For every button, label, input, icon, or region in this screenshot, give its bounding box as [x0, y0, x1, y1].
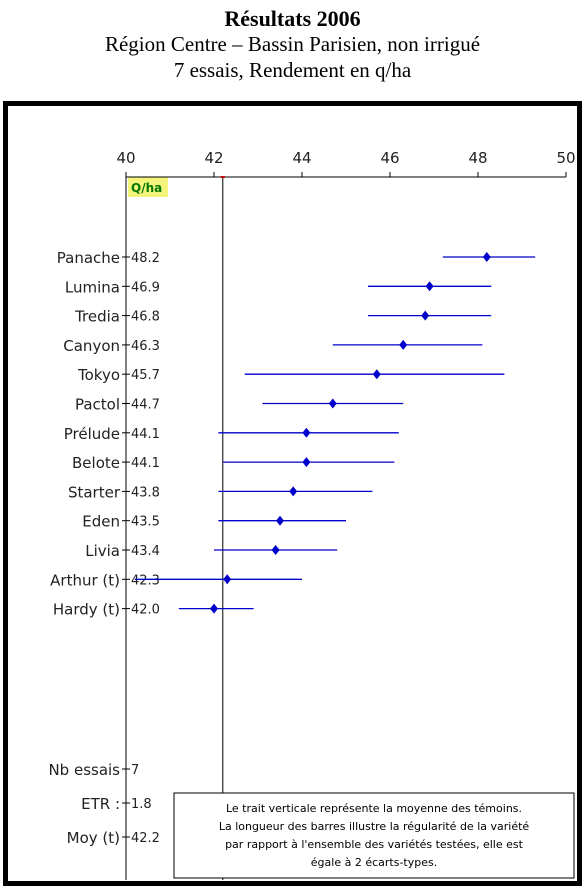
x-tick-label: 48	[468, 149, 487, 167]
stat-value: 1.8	[131, 797, 152, 812]
data-label: 44.1	[131, 456, 160, 471]
data-point	[289, 486, 298, 497]
variety-name: Arthur (t)	[50, 571, 120, 589]
data-point	[223, 574, 232, 585]
variety-name: Tredia	[74, 308, 120, 326]
variety-name: Tokyo	[77, 366, 120, 384]
variety-name: Hardy (t)	[53, 601, 120, 619]
data-point	[302, 457, 311, 468]
note-line: Le trait verticale représente la moyenne…	[226, 802, 522, 815]
data-label: 46.8	[131, 310, 160, 325]
data-label: 43.4	[131, 544, 160, 559]
x-tick-label: 50	[556, 149, 575, 167]
x-axis: 40 42 44 46 48 50	[116, 149, 576, 880]
stat-value: 42.2	[131, 831, 160, 846]
variety-name: Eden	[82, 513, 120, 531]
data-label: 43.8	[131, 485, 160, 500]
data-label: 46.3	[131, 339, 160, 354]
chart-subtitle-trials: 7 essais, Rendement en q/ha	[173, 58, 412, 82]
stat-name: Nb essais	[48, 761, 120, 779]
data-point	[399, 339, 408, 350]
variety-name: Belote	[72, 454, 120, 472]
data-label: 42.0	[131, 603, 160, 618]
unit-label-box	[128, 177, 168, 197]
note-box	[173, 792, 575, 879]
variety-name: Starter	[68, 483, 121, 501]
data-point	[425, 281, 434, 292]
unit-label: Q/ha	[131, 181, 162, 195]
x-tick-label: 46	[380, 149, 399, 167]
stats-rows: Nb essais 7 ETR : 1.8 Moy (t) 42.2	[48, 761, 160, 847]
data-label: 45.7	[131, 368, 160, 383]
data-label: 46.9	[131, 280, 160, 295]
data-point	[302, 427, 311, 438]
variety-name: Pactol	[75, 396, 120, 414]
variety-name: Livia	[85, 542, 120, 560]
x-tick-label: 42	[204, 149, 223, 167]
data-point	[271, 545, 280, 555]
chart-subtitle: Région Centre – Bassin Parisien, non irr…	[104, 32, 481, 56]
data-label: 44.7	[131, 398, 160, 413]
variety-name: Lumina	[65, 278, 120, 296]
stat-name: ETR :	[81, 795, 120, 813]
variety-name: Panache	[57, 249, 120, 267]
note-line: par rapport à l'ensemble des variétés te…	[225, 838, 524, 851]
data-label: 42.3	[131, 573, 160, 588]
stat-name: Moy (t)	[67, 829, 120, 847]
variety-rows: Panache 48.2 Lumina 46.9 Tredia 46.8 Canyon 46.…	[50, 249, 536, 619]
data-point	[276, 515, 284, 526]
note-line: égale à 2 écarts-types.	[311, 856, 437, 869]
data-point	[328, 398, 337, 409]
chart-title: Résultats 2006	[224, 6, 361, 31]
data-label: 43.5	[131, 515, 160, 530]
data-point	[372, 369, 381, 380]
variety-name: Canyon	[63, 337, 120, 355]
chart-frame	[3, 101, 582, 886]
data-label: 44.1	[131, 427, 160, 442]
data-label: 48.2	[131, 251, 160, 266]
data-point	[210, 603, 218, 614]
data-point	[421, 310, 430, 321]
x-tick-label: 44	[292, 149, 311, 167]
data-point	[482, 252, 491, 262]
note-line: La longueur des barres illustre la régul…	[219, 820, 530, 833]
x-tick-label: 40	[116, 149, 135, 167]
stat-value: 7	[131, 763, 139, 778]
note-text: Le trait verticale représente la moyenne…	[219, 802, 530, 869]
variety-name: Prélude	[64, 425, 120, 443]
